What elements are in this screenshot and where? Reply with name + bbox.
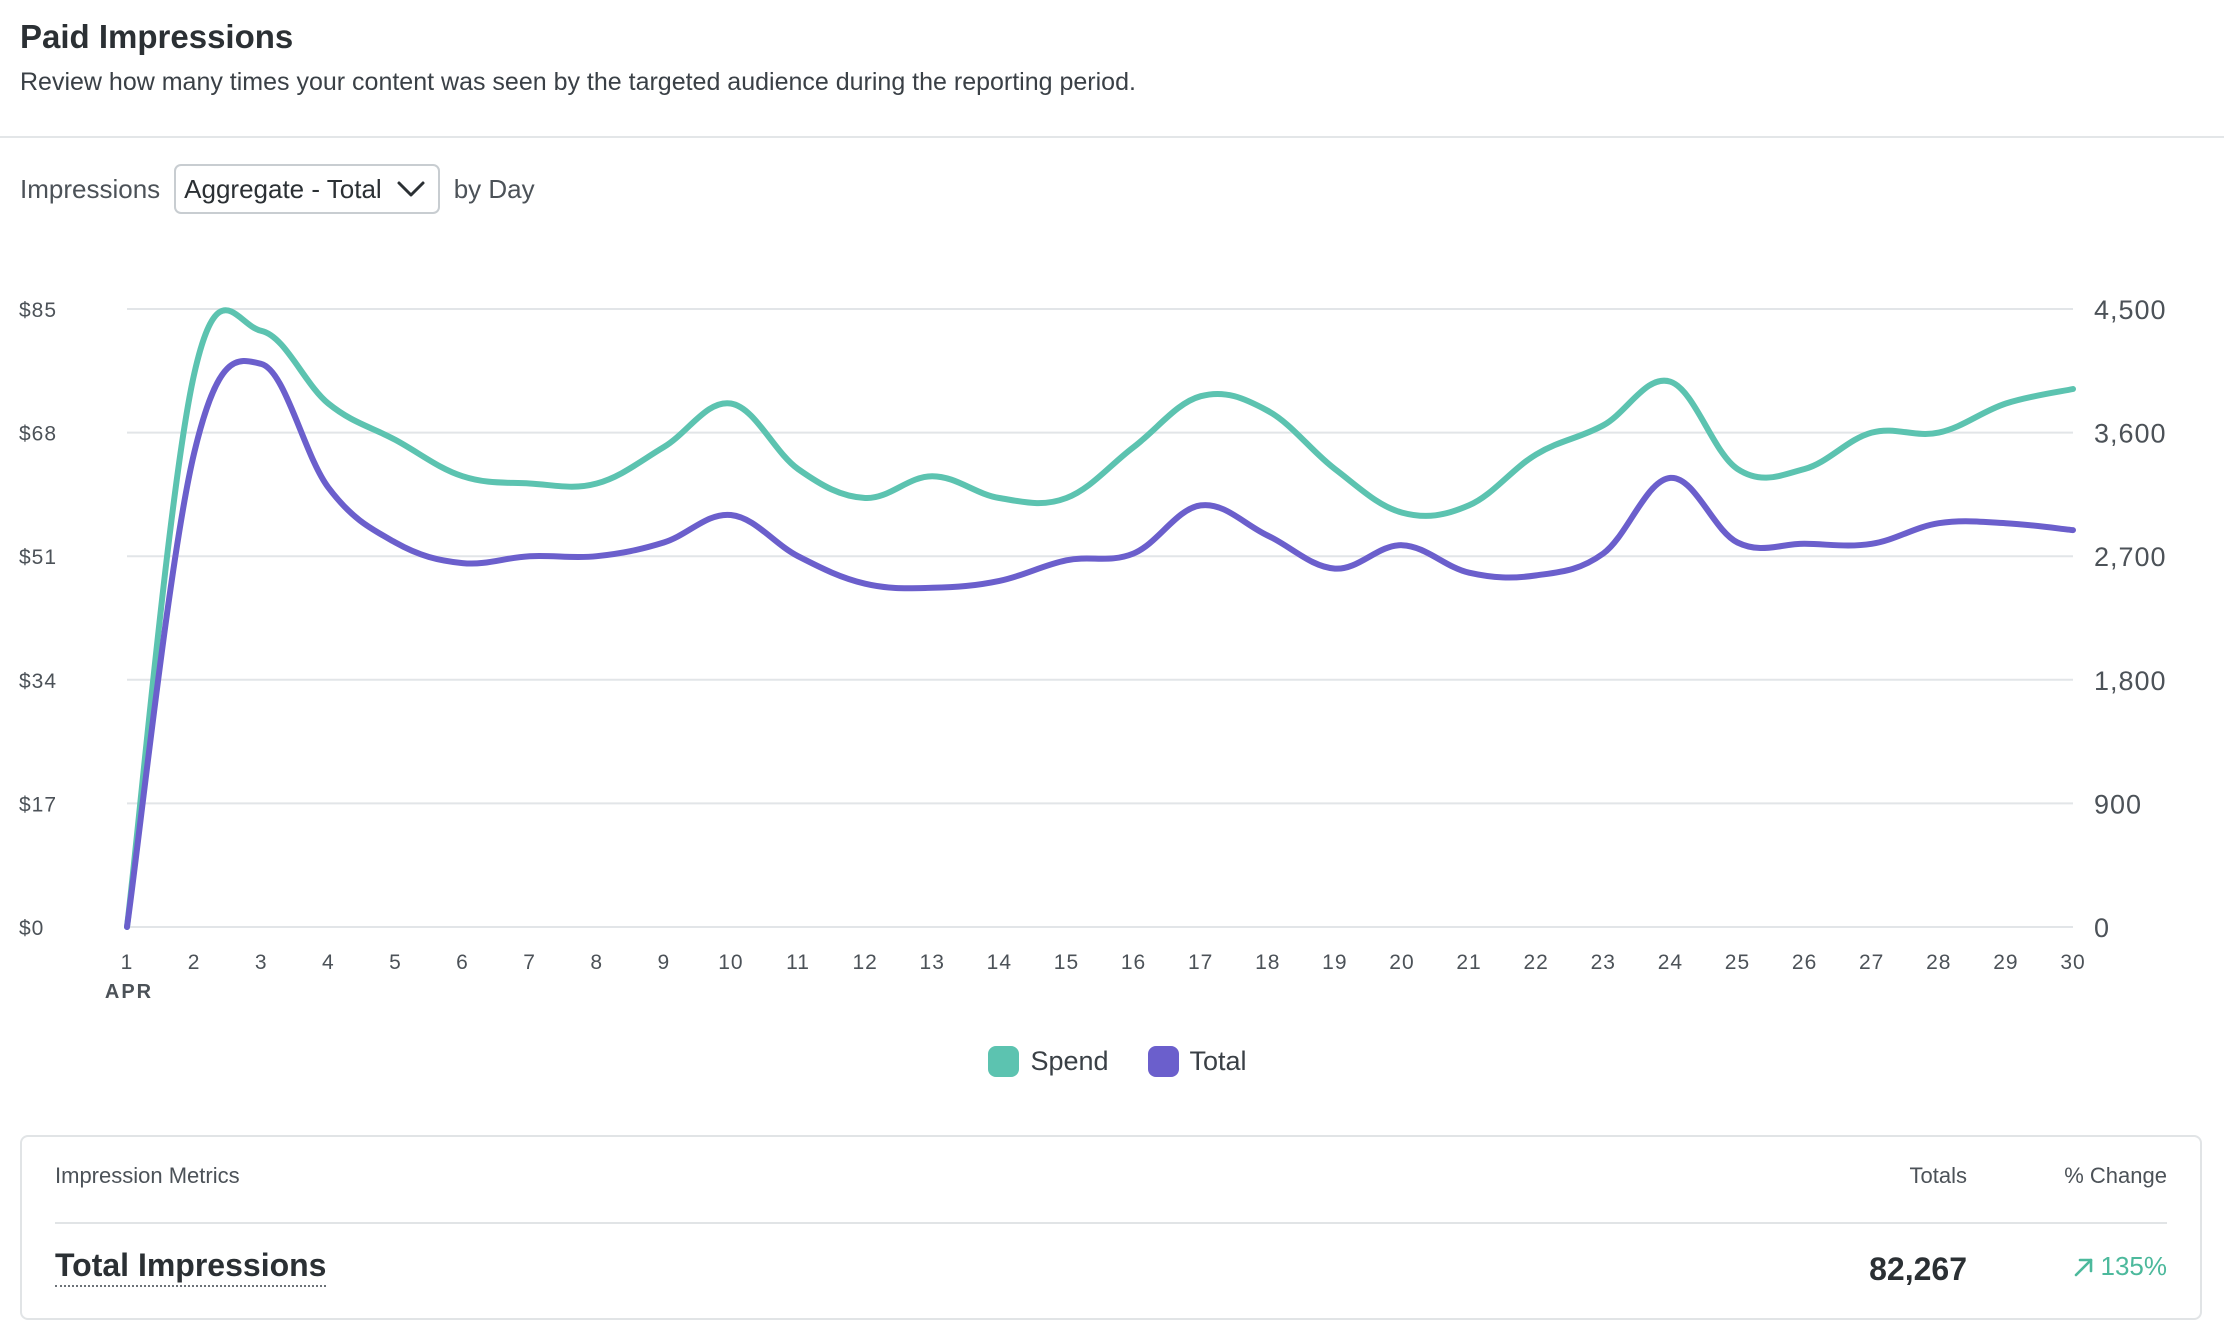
right-y-tick-label: 1,800 [2094, 666, 2167, 696]
series-line-total [124, 358, 2076, 930]
left-y-tick-label: $34 [19, 670, 57, 693]
x-tick-label: 23 [1591, 951, 1616, 974]
chart-legend: Spend Total [0, 1046, 2224, 1077]
left-y-tick-label: $68 [19, 423, 57, 446]
right-y-tick-label: 3,600 [2094, 419, 2167, 449]
chart-gridlines [127, 308, 2073, 928]
series-line-spend [124, 307, 2076, 930]
x-tick-label: 16 [1121, 951, 1146, 974]
x-tick-label: 1 [121, 951, 134, 974]
x-tick-label: 21 [1456, 951, 1481, 974]
arrow-up-right-icon [2074, 1258, 2092, 1276]
page-title: Paid Impressions [20, 18, 294, 55]
x-tick-label: 9 [657, 951, 670, 974]
x-tick-label: 13 [920, 951, 945, 974]
left-y-axis: $0 $17 $34 $51 $68 $85 [19, 299, 57, 940]
chart-controls: Impressions Aggregate - Total by Day [20, 162, 535, 216]
x-month-label: APR [105, 981, 153, 1003]
percent-change: 135% [2072, 1251, 2168, 1282]
aggregate-dropdown[interactable]: Aggregate - Total [174, 164, 440, 214]
x-tick-label: 7 [523, 951, 536, 974]
x-tick-label: 20 [1389, 951, 1414, 974]
x-tick-label: 22 [1523, 951, 1548, 974]
left-y-tick-label: $17 [19, 793, 57, 816]
right-y-tick-label: 4,500 [2094, 295, 2167, 325]
aggregate-dropdown-value: Aggregate - Total [184, 173, 382, 204]
x-tick-label: 27 [1859, 951, 1884, 974]
metric-label: Impressions [20, 173, 161, 204]
legend-item-total[interactable]: Total [1147, 1046, 1247, 1077]
left-y-tick-label: $0 [19, 917, 44, 940]
right-y-tick-label: 900 [2094, 789, 2142, 819]
legend-label: Spend [1030, 1046, 1109, 1076]
x-tick-label: 29 [1993, 951, 2018, 974]
metrics-header-change: % Change [2064, 1163, 2167, 1188]
right-y-axis: 0 900 1,800 2,700 3,600 4,500 [2094, 295, 2167, 943]
total-impressions-link[interactable]: Total Impressions [55, 1247, 327, 1287]
metrics-divider [55, 1222, 2167, 1224]
x-tick-label: 30 [2060, 951, 2085, 974]
percent-change-value: 135% [2100, 1251, 2168, 1281]
right-y-tick-label: 2,700 [2094, 542, 2167, 572]
legend-item-spend[interactable]: Spend [988, 1046, 1109, 1077]
x-tick-label: 25 [1725, 951, 1750, 974]
impressions-line-chart: $0 $17 $34 $51 $68 $85 0 900 1,800 2,700 3,600 4,5… [19, 295, 2167, 1003]
x-tick-label: 11 [786, 951, 810, 974]
period-label: by Day [453, 173, 535, 204]
x-tick-label: 28 [1926, 951, 1951, 974]
metrics-header-totals: Totals [1909, 1163, 1967, 1188]
x-tick-label: 4 [322, 951, 335, 974]
x-tick-label: 8 [590, 951, 603, 974]
chevron-down-icon [397, 181, 425, 197]
table-row: Total Impressions 82,267 135% [55, 1245, 2167, 1295]
x-tick-label: 26 [1792, 951, 1817, 974]
total-impressions-value: 82,267 [1869, 1251, 1967, 1287]
x-tick-label: 14 [987, 951, 1012, 974]
x-tick-label: 2 [188, 951, 201, 974]
x-tick-label: 6 [456, 951, 469, 974]
x-tick-label: 24 [1658, 951, 1683, 974]
legend-swatch [1147, 1046, 1179, 1077]
right-y-tick-label: 0 [2094, 913, 2110, 943]
x-tick-label: 5 [389, 951, 402, 974]
legend-label: Total [1189, 1046, 1247, 1076]
x-tick-label: 18 [1255, 951, 1280, 974]
page-subtitle: Review how many times your content was s… [20, 68, 1136, 96]
x-tick-label: 17 [1188, 951, 1213, 974]
metrics-table-header: Impression Metrics Totals % Change [55, 1163, 2167, 1197]
x-axis: 1 2 3 4 5 6 7 8 9 10 11 12 13 14 15 16 17 18 19 20 21 22 23 24 2… [105, 951, 2085, 1003]
impression-metrics-card: Impression Metrics Totals % Change Total… [20, 1135, 2202, 1320]
left-y-tick-label: $85 [19, 299, 57, 322]
x-tick-label: 12 [852, 951, 877, 974]
x-tick-label: 3 [255, 951, 268, 974]
x-tick-label: 10 [718, 951, 743, 974]
x-tick-label: 15 [1054, 951, 1079, 974]
x-tick-label: 19 [1322, 951, 1347, 974]
chart-series [124, 307, 2076, 930]
metrics-header-label: Impression Metrics [55, 1163, 240, 1188]
page-header: Paid Impressions Review how many times y… [0, 0, 2224, 138]
left-y-tick-label: $51 [19, 546, 57, 569]
legend-swatch [988, 1046, 1020, 1077]
